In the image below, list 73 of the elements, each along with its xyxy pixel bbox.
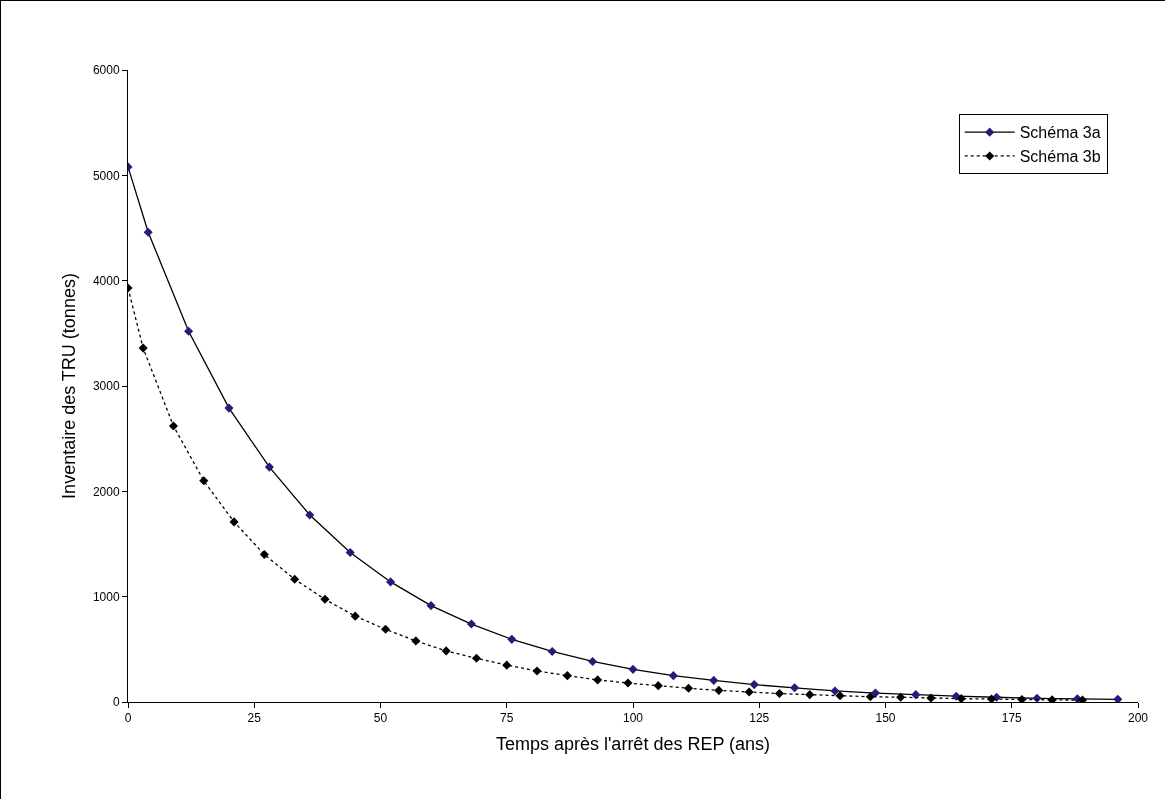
point bbox=[790, 683, 800, 693]
y-tick-label: 5000 bbox=[92, 168, 120, 183]
x-tick-label: 175 bbox=[1001, 711, 1023, 726]
point bbox=[199, 476, 209, 486]
point bbox=[896, 692, 906, 702]
point bbox=[709, 675, 719, 685]
point bbox=[835, 691, 845, 701]
x-tick-label: 200 bbox=[1127, 711, 1149, 726]
point bbox=[830, 686, 840, 696]
point bbox=[714, 685, 724, 695]
point bbox=[305, 510, 315, 520]
point bbox=[229, 517, 239, 527]
point bbox=[386, 577, 396, 587]
point bbox=[320, 594, 330, 604]
point bbox=[1017, 694, 1027, 702]
point bbox=[911, 690, 921, 700]
point bbox=[562, 671, 572, 681]
point bbox=[865, 692, 875, 702]
point bbox=[259, 549, 269, 560]
x-tick-label: 125 bbox=[749, 711, 770, 726]
point bbox=[381, 624, 391, 634]
point bbox=[744, 687, 754, 697]
x-axis-title: Temps après l'arrêt des REP (ans) bbox=[495, 733, 771, 754]
y-tick-label: 1000 bbox=[92, 589, 120, 604]
y-axis-title: Inventaire des TRU (tonnes) bbox=[59, 273, 80, 499]
point bbox=[1113, 694, 1123, 702]
x-tick-label: 25 bbox=[247, 711, 262, 726]
point bbox=[426, 601, 436, 611]
point bbox=[1047, 695, 1057, 702]
point bbox=[1032, 693, 1042, 702]
point bbox=[1077, 695, 1087, 702]
y-tick-label: 0 bbox=[112, 695, 120, 710]
point bbox=[805, 690, 815, 700]
point bbox=[668, 671, 678, 681]
x-tick-label: 150 bbox=[875, 711, 896, 726]
x-tick-label: 50 bbox=[373, 711, 388, 726]
y-tick-label: 6000 bbox=[92, 63, 120, 78]
y-tick-label: 4000 bbox=[92, 273, 120, 288]
point bbox=[532, 666, 542, 676]
point bbox=[411, 636, 421, 646]
point bbox=[926, 693, 936, 702]
point bbox=[138, 343, 148, 353]
point bbox=[441, 646, 451, 656]
y-tick-label: 2000 bbox=[92, 484, 120, 499]
point bbox=[774, 689, 784, 699]
point bbox=[628, 664, 638, 674]
point bbox=[593, 675, 603, 685]
point bbox=[345, 547, 355, 557]
point bbox=[653, 681, 663, 691]
point bbox=[290, 574, 300, 584]
point bbox=[143, 227, 153, 237]
point bbox=[588, 656, 598, 666]
legend-label: Schéma 3a bbox=[1019, 124, 1101, 142]
point bbox=[264, 462, 274, 472]
point bbox=[350, 611, 360, 621]
point bbox=[471, 653, 481, 663]
point bbox=[184, 326, 194, 336]
point bbox=[987, 694, 997, 702]
x-tick-label: 0 bbox=[124, 711, 132, 726]
x-tick-label: 100 bbox=[622, 711, 644, 726]
point bbox=[502, 660, 512, 670]
point bbox=[623, 678, 633, 688]
x-tick-label: 75 bbox=[500, 711, 514, 726]
point bbox=[684, 683, 694, 693]
legend-label: Schéma 3b bbox=[1019, 148, 1101, 166]
point bbox=[547, 646, 557, 656]
point bbox=[956, 694, 966, 702]
point bbox=[168, 421, 178, 431]
point bbox=[507, 634, 517, 644]
point bbox=[466, 619, 476, 629]
point bbox=[224, 403, 234, 413]
point bbox=[749, 680, 759, 690]
y-tick-label: 3000 bbox=[92, 379, 120, 394]
